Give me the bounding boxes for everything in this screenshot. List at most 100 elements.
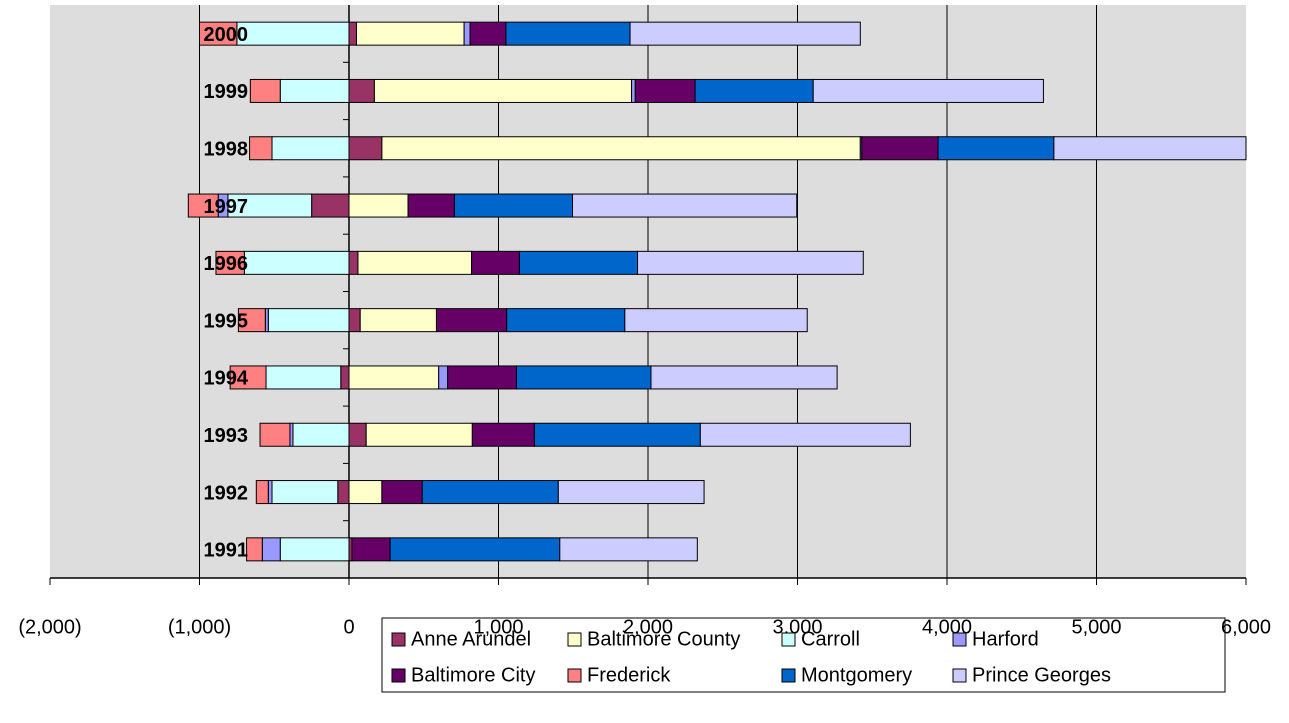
bar-segment bbox=[365, 422, 473, 447]
bar-segment bbox=[355, 21, 465, 46]
bar-segment bbox=[572, 193, 798, 218]
bar-segment bbox=[533, 422, 701, 447]
bar-segment bbox=[215, 250, 245, 275]
legend-swatch bbox=[567, 632, 582, 647]
bar-segment bbox=[389, 537, 561, 562]
x-tick-label: (1,000) bbox=[168, 616, 231, 638]
bar-segment bbox=[246, 537, 263, 562]
bar-segment bbox=[337, 480, 350, 505]
bar-segment bbox=[348, 136, 383, 161]
legend-swatch bbox=[781, 668, 796, 683]
bar-segment bbox=[438, 365, 449, 390]
bar-segment bbox=[340, 365, 350, 390]
y-tick-label: 1992 bbox=[204, 482, 249, 504]
bar-segment bbox=[348, 250, 359, 275]
bar-segment bbox=[267, 308, 350, 333]
bar-segment bbox=[359, 308, 437, 333]
bar-segment bbox=[506, 308, 626, 333]
bar-segment bbox=[261, 537, 281, 562]
bar-segment bbox=[237, 308, 266, 333]
legend-label: Baltimore City bbox=[411, 664, 535, 686]
y-tick-label: 1993 bbox=[204, 425, 249, 447]
bar-segment bbox=[271, 136, 350, 161]
legend-label: Prince Georges bbox=[972, 664, 1111, 686]
legend bbox=[381, 617, 1226, 693]
bar-segment bbox=[694, 78, 814, 103]
bar-segment bbox=[348, 78, 375, 103]
bar-segment bbox=[447, 365, 517, 390]
legend-swatch bbox=[567, 668, 582, 683]
legend-swatch bbox=[391, 632, 406, 647]
bar-segment bbox=[279, 78, 350, 103]
legend-label: Anne Arundel bbox=[411, 628, 531, 650]
bar-segment bbox=[381, 480, 423, 505]
bar-segment bbox=[267, 480, 273, 505]
bar-segment bbox=[348, 193, 409, 218]
legend-label: Carroll bbox=[801, 628, 860, 650]
bar-segment bbox=[348, 422, 367, 447]
bar-segment bbox=[634, 78, 696, 103]
bar-segment bbox=[518, 250, 639, 275]
bar-segment bbox=[559, 537, 698, 562]
bar-segment bbox=[557, 480, 705, 505]
bar-segment bbox=[812, 78, 1044, 103]
y-tick-label: 2000 bbox=[204, 24, 249, 46]
bar-segment bbox=[187, 193, 219, 218]
bar-segment bbox=[357, 250, 473, 275]
bar-segment bbox=[637, 250, 864, 275]
y-tick-label: 1997 bbox=[204, 196, 249, 218]
x-tick-label: 2,000 bbox=[623, 616, 673, 638]
y-tick-label: 1996 bbox=[204, 253, 249, 275]
bar-segment bbox=[229, 365, 267, 390]
bar-segment bbox=[351, 537, 391, 562]
bar-segment bbox=[629, 21, 861, 46]
x-tick-label: 5,000 bbox=[1071, 616, 1121, 638]
bar-segment bbox=[699, 422, 911, 447]
bar-segment bbox=[348, 308, 361, 333]
legend-label: Harford bbox=[972, 628, 1039, 650]
y-tick-label: 1998 bbox=[204, 139, 249, 161]
bar-segment bbox=[435, 308, 508, 333]
bar-segment bbox=[421, 480, 559, 505]
bar-segment bbox=[243, 250, 350, 275]
x-tick-label: 0 bbox=[343, 616, 354, 638]
bar-segment bbox=[236, 21, 350, 46]
bar-segment bbox=[505, 21, 631, 46]
bar-segment bbox=[381, 136, 861, 161]
bar-segment bbox=[469, 21, 507, 46]
legend-swatch bbox=[781, 632, 796, 647]
bar-segment bbox=[471, 422, 535, 447]
bar-segment bbox=[937, 136, 1055, 161]
bar-segment bbox=[292, 422, 350, 447]
bar-segment bbox=[407, 193, 455, 218]
bar-segment bbox=[471, 250, 520, 275]
x-tick-label: 1,000 bbox=[473, 616, 523, 638]
bar-segment bbox=[311, 193, 350, 218]
legend-label: Baltimore County bbox=[587, 628, 740, 650]
bar-segment bbox=[1053, 136, 1247, 161]
bar-segment bbox=[255, 480, 269, 505]
y-tick-label: 1994 bbox=[204, 368, 249, 390]
x-tick-label: 6,000 bbox=[1221, 616, 1271, 638]
legend-swatch bbox=[391, 668, 406, 683]
legend-swatch bbox=[952, 632, 967, 647]
bar-segment bbox=[348, 480, 383, 505]
legend-label: Frederick bbox=[587, 664, 671, 686]
bar-segment bbox=[348, 21, 357, 46]
bar-segment bbox=[453, 193, 574, 218]
bar-segment bbox=[861, 136, 939, 161]
bar-segment bbox=[279, 537, 350, 562]
bar-segment bbox=[348, 365, 440, 390]
bar-segment bbox=[463, 21, 471, 46]
legend-swatch bbox=[952, 668, 967, 683]
bar-segment bbox=[265, 365, 342, 390]
y-tick-label: 1991 bbox=[204, 540, 249, 562]
x-tick-label: (2,000) bbox=[18, 616, 81, 638]
bar-segment bbox=[199, 21, 238, 46]
bar-segment bbox=[515, 365, 652, 390]
bar-segment bbox=[631, 78, 636, 103]
bar-segment bbox=[259, 422, 291, 447]
y-tick-label: 1995 bbox=[204, 310, 249, 332]
bar-segment bbox=[650, 365, 838, 390]
